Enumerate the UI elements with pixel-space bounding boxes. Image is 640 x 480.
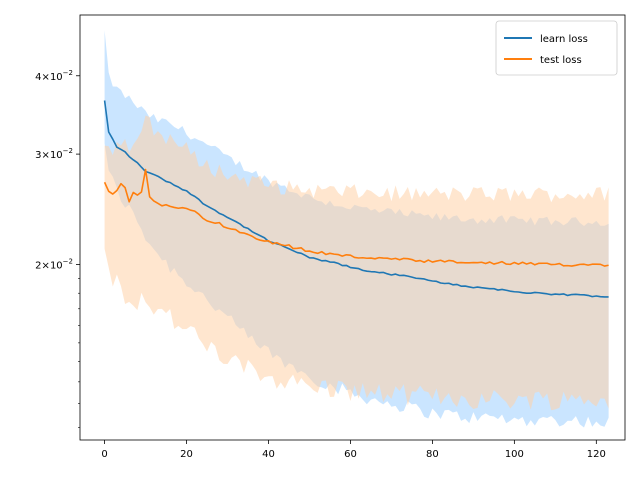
x-axis: 0 20 40 60 80 100 120 [101, 440, 606, 460]
legend-label-test-loss: test loss [540, 55, 582, 66]
y-tick-mantissa: 4 [35, 72, 41, 83]
y-tick-exponent: −2 [63, 147, 73, 155]
y-tick-label: 4×10−2 [35, 69, 73, 83]
x-tick-label: 80 [426, 449, 439, 460]
x-tick-label: 0 [101, 449, 107, 460]
y-tick-exponent: −2 [63, 69, 73, 77]
confidence-bands [104, 30, 609, 428]
series-lines [103, 100, 609, 298]
y-tick-label: 3×10−2 [35, 147, 73, 161]
legend: learn loss test loss [495, 20, 618, 76]
y-tick-base: 10 [50, 261, 63, 272]
plot-area [103, 30, 609, 428]
x-tick-label: 120 [587, 449, 606, 460]
y-tick-base: 10 [50, 72, 63, 83]
x-tick-label: 60 [344, 449, 357, 460]
y-tick-exponent: −2 [63, 258, 73, 266]
axes-frame [79, 14, 626, 441]
legend-box [495, 20, 618, 76]
y-tick-mantissa: 3 [35, 150, 41, 161]
x-tick-label: 20 [180, 449, 193, 460]
learn-loss-line [103, 100, 609, 298]
y-tick-label: 2×10−2 [35, 258, 73, 272]
y-tick-base: 10 [50, 150, 63, 161]
y-tick-mantissa: 2 [35, 261, 41, 272]
legend-label-learn-loss: learn loss [540, 34, 588, 45]
y-axis: 2×10−2 3×10−2 4×10−2 [35, 69, 80, 428]
x-tick-label: 100 [505, 449, 524, 460]
x-tick-label: 40 [262, 449, 275, 460]
test-loss-line [103, 168, 609, 267]
test-loss-band [104, 115, 609, 411]
